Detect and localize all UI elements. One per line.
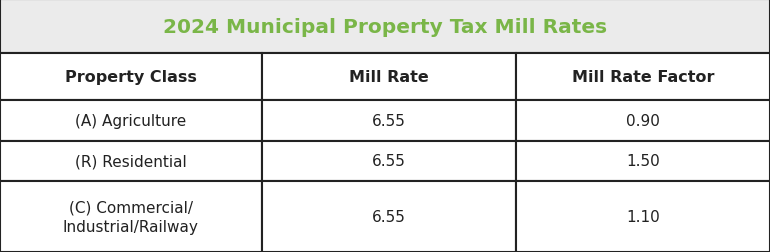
Bar bbox=[262, 54, 516, 101]
Bar bbox=[516, 141, 770, 181]
Text: 6.55: 6.55 bbox=[372, 113, 406, 129]
Text: (C) Commercial/
Industrial/Railway: (C) Commercial/ Industrial/Railway bbox=[63, 199, 199, 234]
Bar bbox=[0, 101, 262, 141]
Bar bbox=[262, 181, 516, 252]
Bar bbox=[262, 141, 516, 181]
Text: Mill Rate Factor: Mill Rate Factor bbox=[571, 70, 715, 85]
Bar bbox=[0, 181, 262, 252]
Text: 6.55: 6.55 bbox=[372, 209, 406, 224]
Text: (R) Residential: (R) Residential bbox=[75, 154, 187, 169]
Bar bbox=[516, 101, 770, 141]
Text: 1.50: 1.50 bbox=[626, 154, 660, 169]
Bar bbox=[262, 101, 516, 141]
Bar bbox=[0, 54, 262, 101]
Text: 0.90: 0.90 bbox=[626, 113, 660, 129]
Bar bbox=[0, 0, 770, 54]
Text: Mill Rate: Mill Rate bbox=[349, 70, 429, 85]
Text: Property Class: Property Class bbox=[65, 70, 197, 85]
Text: 1.10: 1.10 bbox=[626, 209, 660, 224]
Text: 6.55: 6.55 bbox=[372, 154, 406, 169]
Text: (A) Agriculture: (A) Agriculture bbox=[75, 113, 186, 129]
Bar bbox=[0, 141, 262, 181]
Text: 2024 Municipal Property Tax Mill Rates: 2024 Municipal Property Tax Mill Rates bbox=[163, 18, 607, 37]
Bar bbox=[516, 54, 770, 101]
Bar bbox=[516, 181, 770, 252]
